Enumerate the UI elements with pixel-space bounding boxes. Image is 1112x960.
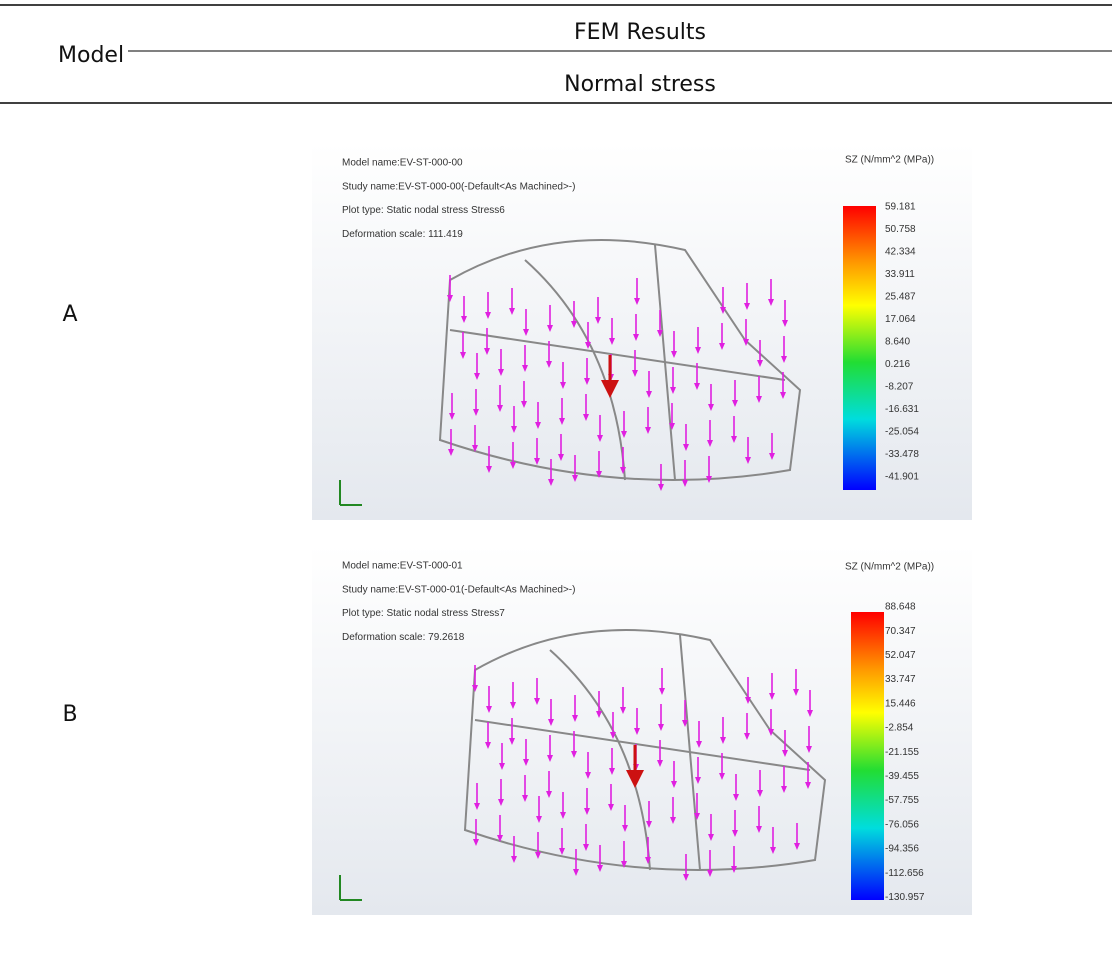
plot-info: Plot type: Static nodal stress Stress7: [342, 608, 505, 619]
legend-value: -39.455: [885, 771, 919, 782]
legend-value: -25.054: [885, 427, 919, 438]
legend-value: -130.957: [885, 892, 925, 903]
legend-value: 0.216: [885, 359, 910, 370]
fem-header: FEM Results: [574, 20, 706, 45]
plot-info: Plot type: Static nodal stress Stress6: [342, 205, 505, 216]
legend-value: 88.648: [885, 602, 916, 613]
legend-value: -2.854: [885, 723, 914, 734]
plot-info: Model name:EV-ST-000-01: [342, 561, 463, 572]
legend-value: -76.056: [885, 819, 919, 830]
page: Model FEM Results Normal stress A B Mode…: [0, 0, 1112, 956]
plot-info: Study name:EV-ST-000-01(-Default<As Mach…: [342, 584, 575, 595]
legend-title: SZ (N/mm^2 (MPa)): [845, 155, 934, 166]
legend-value: 50.758: [885, 224, 916, 235]
legend-value: 15.446: [885, 698, 916, 709]
legend-value: 59.181: [885, 202, 916, 213]
model-header: Model: [58, 43, 124, 68]
color-bar: [851, 612, 884, 900]
legend-value: 17.064: [885, 314, 916, 325]
legend-value: -41.901: [885, 472, 919, 483]
plot-info: Deformation scale: 111.419: [342, 229, 463, 240]
color-bar: [843, 206, 876, 490]
row-label: A: [62, 302, 77, 327]
legend-value: -33.478: [885, 449, 919, 460]
legend-value: -94.356: [885, 844, 919, 855]
plot-info: Deformation scale: 79.2618: [342, 632, 465, 643]
legend-value: 42.334: [885, 247, 916, 258]
legend-value: -16.631: [885, 404, 919, 415]
legend-value: 33.747: [885, 674, 916, 685]
legend-title: SZ (N/mm^2 (MPa)): [845, 562, 934, 573]
plot-info: Study name:EV-ST-000-00(-Default<As Mach…: [342, 181, 575, 192]
legend-value: 25.487: [885, 292, 916, 303]
legend-value: -8.207: [885, 382, 914, 393]
legend-value: -57.755: [885, 795, 919, 806]
legend-value: 70.347: [885, 626, 916, 637]
legend-value: -21.155: [885, 747, 919, 758]
legend-value: 33.911: [885, 269, 915, 280]
document: Model FEM Results Normal stress A B Mode…: [0, 0, 1112, 956]
legend-value: -112.656: [885, 868, 924, 879]
stress-header: Normal stress: [564, 72, 716, 97]
legend-value: 8.640: [885, 337, 910, 348]
plot-info: Model name:EV-ST-000-00: [342, 158, 463, 169]
row-label: B: [62, 702, 77, 727]
legend-value: 52.047: [885, 650, 916, 661]
